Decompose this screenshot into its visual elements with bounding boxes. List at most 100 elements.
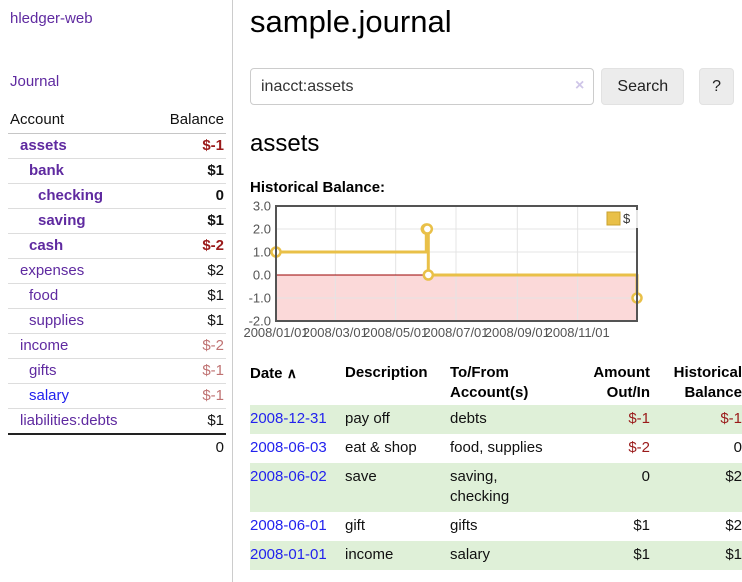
txn-date: 2008-12-31 — [250, 405, 345, 434]
transaction-row: 2008-06-01 gift gifts $1 $2 — [250, 512, 742, 541]
txn-amount: 0 — [580, 463, 650, 512]
account-balance: $-2 — [150, 233, 226, 259]
help-button[interactable]: ? — [699, 68, 734, 105]
search-input[interactable] — [250, 68, 595, 105]
txn-balance: 0 — [733, 439, 742, 456]
svg-text:2008/01/01: 2008/01/01 — [243, 325, 308, 340]
svg-text:0.0: 0.0 — [253, 268, 271, 283]
account-balance: 0 — [150, 183, 226, 209]
balance-chart-svg: 2008/01/012008/03/012008/05/012008/07/01… — [243, 199, 643, 340]
chart-heading: Historical Balance: — [250, 179, 386, 196]
account-link[interactable]: income — [20, 337, 69, 354]
transactions-header-row: Date ∧ Description To/From Account(s) Am… — [250, 361, 742, 405]
page-title: sample.journal — [250, 4, 452, 39]
accounts-tbody: assets $-1 bank $1 checking 0 saving $1 cash $-2 e… — [8, 133, 226, 435]
header-date[interactable]: Date ∧ — [250, 365, 297, 382]
account-heading: assets — [250, 130, 320, 157]
transaction-row: 2008-01-01 income salary $1 $1 — [250, 541, 742, 570]
txn-amount: $-2 — [628, 439, 650, 456]
accounts-table: Account Balance assets $-1 bank $1 checking 0… — [8, 109, 226, 460]
sort-ascending-icon: ∧ — [286, 365, 297, 381]
main-content: sample.journal × Search ? assets Histori… — [234, 0, 742, 582]
accounts-header-account: Account — [8, 109, 151, 134]
txn-description: eat & shop — [345, 439, 417, 456]
txn-accounts: debts — [450, 405, 580, 434]
account-row: gifts $-1 — [8, 358, 226, 384]
txn-description: income — [345, 541, 450, 570]
account-link[interactable]: expenses — [20, 262, 85, 279]
account-row: cash $-2 — [8, 233, 226, 259]
txn-date-link[interactable]: 2008-06-03 — [250, 439, 327, 456]
account-link[interactable]: bank — [29, 162, 65, 179]
txn-date-link[interactable]: 2008-01-01 — [250, 546, 327, 563]
account-row: liabilities:debts $1 — [8, 408, 226, 435]
transaction-row: 2008-06-03 eat & shop food, supplies $-2 0 — [250, 434, 742, 463]
txn-balance: $2 — [725, 517, 742, 534]
txn-date: 2008-06-01 — [250, 512, 345, 541]
account-balance: $-1 — [150, 358, 226, 384]
account-link[interactable]: checking — [38, 187, 104, 204]
search-button[interactable]: Search — [601, 68, 685, 105]
account-row: bank $1 — [8, 158, 226, 184]
header-accounts: To/From Account(s) — [450, 364, 529, 401]
svg-text:2008/07/01: 2008/07/01 — [423, 325, 488, 340]
svg-text:1.0: 1.0 — [253, 245, 271, 260]
svg-text:2008/03/01: 2008/03/01 — [303, 325, 368, 340]
txn-balance: $1 — [650, 541, 742, 570]
account-row: income $-2 — [8, 333, 226, 359]
accounts-header-balance: Balance — [150, 109, 226, 134]
account-row: assets $-1 — [8, 133, 226, 159]
svg-text:2008/09/01: 2008/09/01 — [485, 325, 550, 340]
header-balance: Historical Balance — [673, 364, 742, 401]
app-title-link[interactable]: hledger-web — [10, 10, 93, 27]
account-balance: $1 — [150, 208, 226, 234]
transaction-row: 2008-12-31 pay off debts $-1 $-1 — [250, 405, 742, 434]
account-link[interactable]: food — [29, 287, 59, 304]
account-link[interactable]: supplies — [29, 312, 85, 329]
txn-accounts: salary — [450, 541, 580, 570]
account-balance: $1 — [150, 158, 226, 184]
txn-date: 2008-06-03 — [250, 434, 345, 463]
account-balance: $-2 — [150, 333, 226, 359]
account-link[interactable]: assets — [20, 137, 67, 154]
svg-text:$: $ — [623, 211, 631, 226]
account-row: supplies $1 — [8, 308, 226, 334]
clear-search-icon[interactable]: × — [575, 77, 585, 94]
txn-date: 2008-06-02 — [250, 463, 345, 512]
account-balance: $-1 — [150, 383, 226, 409]
txn-accounts: food, supplies — [450, 439, 543, 456]
account-balance: $-1 — [150, 133, 226, 159]
account-balance: $2 — [150, 258, 226, 284]
txn-date: 2008-01-01 — [250, 541, 345, 570]
txn-amount: $1 — [580, 541, 650, 570]
sidebar: hledger-web Journal Account Balance asse… — [0, 0, 233, 582]
txn-date-link[interactable]: 2008-06-01 — [250, 517, 327, 534]
account-balance: $1 — [150, 308, 226, 334]
account-link[interactable]: gifts — [29, 362, 57, 379]
account-link[interactable]: salary — [29, 387, 70, 404]
transactions-tbody: 2008-12-31 pay off debts $-1 $-1 2008-06-03 ea… — [250, 405, 742, 570]
txn-date-link[interactable]: 2008-06-02 — [250, 468, 327, 485]
sidebar-item-journal[interactable]: Journal — [10, 73, 60, 90]
account-row: expenses $2 — [8, 258, 226, 284]
txn-accounts: saving, checking — [450, 463, 580, 512]
account-row: salary $-1 — [8, 383, 226, 409]
search-form: × Search ? — [250, 68, 734, 105]
txn-amount: $1 — [633, 517, 650, 534]
txn-description: pay off — [345, 405, 450, 434]
txn-balance: $2 — [650, 463, 742, 512]
txn-balance: $-1 — [650, 405, 742, 434]
txn-date-link[interactable]: 2008-12-31 — [250, 410, 327, 427]
svg-text:3.0: 3.0 — [253, 199, 271, 214]
accounts-total-balance: 0 — [150, 433, 226, 460]
account-link[interactable]: cash — [29, 237, 64, 254]
header-description: Description — [345, 364, 428, 381]
account-link[interactable]: liabilities:debts — [20, 412, 118, 429]
transaction-row: 2008-06-02 save saving, checking 0 $2 — [250, 463, 742, 512]
svg-text:2.0: 2.0 — [253, 222, 271, 237]
svg-text:-1.0: -1.0 — [249, 291, 271, 306]
account-link[interactable]: saving — [38, 212, 86, 229]
accounts-total-row: 0 — [8, 433, 226, 460]
svg-text:-2.0: -2.0 — [249, 314, 271, 329]
account-row: food $1 — [8, 283, 226, 309]
